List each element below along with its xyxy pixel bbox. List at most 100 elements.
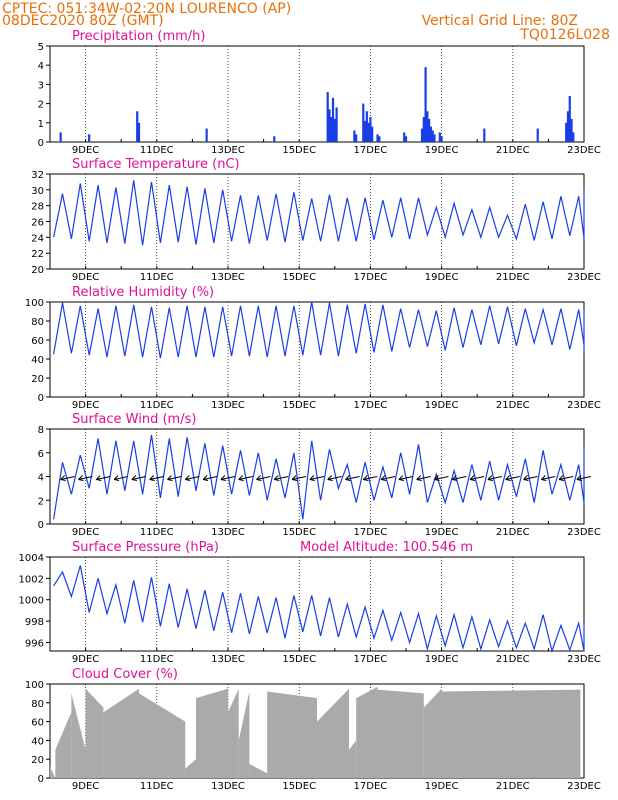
wind-arrow-head bbox=[398, 475, 404, 481]
y-tick-label: 5 bbox=[38, 42, 44, 53]
x-tick-label: 9DEC bbox=[72, 654, 99, 665]
wind-arrow-head bbox=[60, 475, 66, 481]
wind-arrow bbox=[185, 476, 200, 480]
y-tick-label: 26 bbox=[31, 218, 44, 229]
y-tick-label: 20 bbox=[31, 374, 44, 385]
precip-bar bbox=[565, 122, 568, 142]
wind-arrow bbox=[167, 476, 182, 480]
y-tick-label: 24 bbox=[31, 233, 44, 244]
x-tick-label: 9DEC bbox=[72, 527, 99, 538]
wind-arrow bbox=[505, 476, 520, 480]
y-tick-label: 1000 bbox=[19, 596, 44, 607]
wind-arrow bbox=[131, 476, 146, 480]
wind-arrow bbox=[469, 476, 485, 480]
y-tick-label: 0 bbox=[38, 520, 44, 531]
y-tick-label: 20 bbox=[31, 755, 44, 766]
wind-arrow bbox=[576, 476, 591, 480]
precip-bar bbox=[137, 122, 141, 142]
precip-bar bbox=[426, 111, 429, 142]
wind-arrow bbox=[96, 476, 111, 480]
x-tick-label: 21DEC bbox=[496, 400, 530, 411]
y-tick-label: 1004 bbox=[19, 553, 44, 564]
wind-arrow bbox=[256, 476, 271, 480]
x-tick-label: 19DEC bbox=[425, 527, 459, 538]
y-tick-label: 1002 bbox=[19, 574, 44, 585]
precip-bar bbox=[420, 128, 424, 142]
wind-arrow bbox=[327, 476, 342, 480]
precip-bar bbox=[335, 107, 338, 142]
x-tick-label: 13DEC bbox=[211, 527, 245, 538]
y-tick-label: 32 bbox=[31, 170, 44, 181]
wind-arrow-head bbox=[416, 475, 422, 481]
wind-arrow bbox=[363, 476, 378, 480]
x-tick-label: 11DEC bbox=[140, 145, 174, 156]
x-tick-label: 17DEC bbox=[354, 400, 388, 411]
y-tick-label: 8 bbox=[38, 425, 44, 436]
y-tick-label: 28 bbox=[31, 202, 44, 213]
x-tick-label: 21DEC bbox=[496, 145, 530, 156]
precip-bar bbox=[440, 136, 443, 142]
x-tick-label: 19DEC bbox=[425, 272, 459, 283]
x-tick-label: 17DEC bbox=[354, 145, 388, 156]
precip-bar bbox=[438, 132, 441, 142]
precip-bar bbox=[367, 122, 370, 142]
precip-bar bbox=[365, 111, 368, 142]
precip-bar bbox=[363, 120, 367, 142]
wind-arrow-head bbox=[131, 475, 137, 481]
y-tick-label: 30 bbox=[31, 186, 44, 197]
wind-arrow-head bbox=[558, 475, 565, 481]
series-line bbox=[53, 301, 585, 359]
panel-title: Surface Wind (m/s) bbox=[72, 412, 196, 427]
x-tick-label: 13DEC bbox=[211, 400, 245, 411]
wind-arrow-head bbox=[576, 475, 582, 481]
cloud-area bbox=[249, 763, 268, 778]
y-tick-label: 22 bbox=[31, 249, 44, 260]
panel-4: 9DEC 11DEC 13DEC 15DEC 17DEC 19DEC 21DEC 23DEC 0… bbox=[38, 412, 601, 538]
wind-arrow-head bbox=[78, 475, 84, 481]
cloud-area bbox=[423, 688, 442, 778]
wind-arrow-head bbox=[309, 475, 315, 481]
x-tick-label: 15DEC bbox=[282, 781, 316, 792]
vertical-grid-header: Vertical Grid Line: 80Z bbox=[422, 13, 578, 29]
run-date-header: 08DEC2020 80Z (GMT) bbox=[2, 13, 164, 29]
wind-arrow-head bbox=[291, 475, 298, 481]
cloud-area bbox=[238, 691, 250, 778]
wind-arrow-head bbox=[345, 475, 351, 481]
panel-title: Precipitation (mm/h) bbox=[72, 29, 205, 44]
x-tick-label: 11DEC bbox=[140, 654, 174, 665]
x-tick-label: 15DEC bbox=[282, 145, 316, 156]
cloud-area bbox=[71, 693, 86, 778]
y-tick-label: 0 bbox=[38, 393, 44, 404]
wind-arrow bbox=[238, 476, 253, 480]
x-tick-label: 15DEC bbox=[282, 527, 316, 538]
precip-bar bbox=[362, 103, 365, 142]
y-tick-label: 4 bbox=[38, 61, 44, 72]
x-tick-label: 9DEC bbox=[72, 145, 99, 156]
precip-bar bbox=[403, 132, 406, 142]
precip-bar bbox=[570, 118, 573, 142]
x-tick-label: 21DEC bbox=[496, 527, 530, 538]
y-tick-label: 60 bbox=[31, 336, 44, 347]
x-tick-label: 13DEC bbox=[211, 781, 245, 792]
panel-title: Cloud Cover (%) bbox=[72, 667, 178, 682]
wind-arrow bbox=[113, 476, 129, 480]
wind-arrow-head bbox=[434, 475, 440, 481]
panel-3: 9DEC 11DEC 13DEC 15DEC 17DEC 19DEC 21DEC 23DEC 0… bbox=[25, 285, 601, 411]
y-tick-label: 60 bbox=[31, 718, 44, 729]
cloud-area bbox=[55, 712, 72, 778]
precip-bar bbox=[136, 111, 139, 142]
cloud-area bbox=[349, 740, 357, 778]
x-tick-label: 11DEC bbox=[140, 527, 174, 538]
wind-arrow bbox=[60, 476, 75, 480]
wind-arrow-head bbox=[451, 475, 458, 481]
precip-bar bbox=[566, 111, 570, 142]
panel-title: Surface Temperature (nC) bbox=[72, 157, 240, 172]
wind-arrow-head bbox=[113, 475, 120, 481]
wind-arrow bbox=[291, 476, 307, 480]
x-tick-label: 19DEC bbox=[425, 781, 459, 792]
precip-bar bbox=[424, 67, 427, 142]
y-tick-label: 0 bbox=[38, 774, 44, 785]
x-tick-label: 13DEC bbox=[211, 272, 245, 283]
x-tick-label: 19DEC bbox=[425, 654, 459, 665]
x-tick-label: 15DEC bbox=[282, 400, 316, 411]
